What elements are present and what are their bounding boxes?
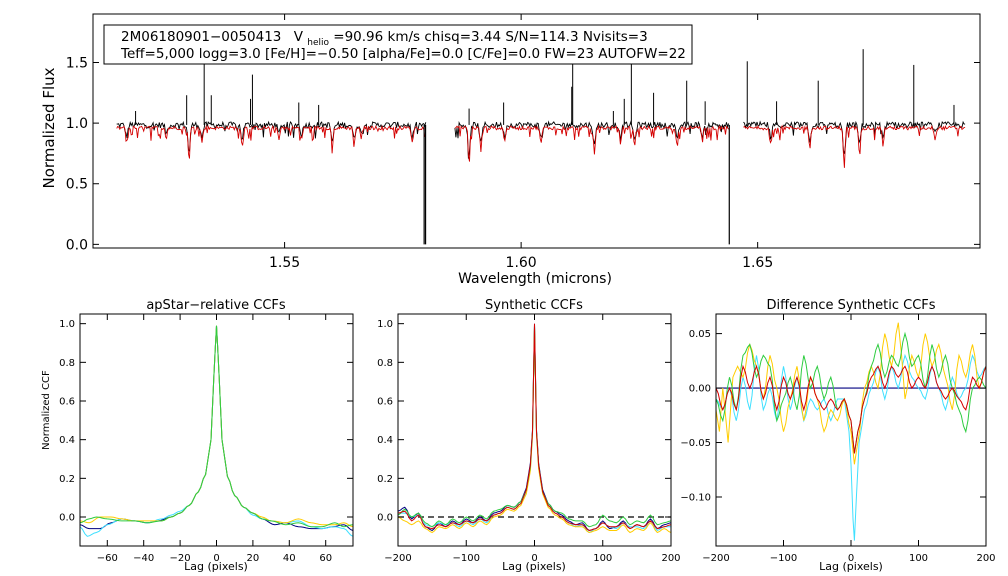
synthetic-spectrum-chip-1 bbox=[116, 124, 426, 159]
p2-series-visit-2 bbox=[398, 327, 671, 534]
p2-ytick-label: 0.4 bbox=[377, 435, 393, 446]
synthetic-ccf-series bbox=[398, 323, 671, 534]
apstar-ccf-ticks: −60 −40 −20 0 20 40 60 0.0 0.2 0.4 0.6 0.8 1.0 bbox=[59, 314, 353, 564]
p1-xtick-label: 60 bbox=[319, 553, 332, 564]
p1-ytick-label: 0.0 bbox=[59, 513, 75, 524]
vhelio-and-stats: =90.96 km/s chisq=3.44 S/N=114.3 Nvisits… bbox=[333, 29, 647, 45]
apstar-ccf-series bbox=[80, 325, 353, 537]
p3-xtick-label: 200 bbox=[976, 553, 995, 564]
synthetic-spectrum-chip-2 bbox=[454, 124, 729, 162]
p1-ytick-label: 1.0 bbox=[59, 319, 75, 330]
p3-series-combined bbox=[716, 364, 986, 454]
vhelio-symbol: V bbox=[294, 29, 304, 45]
synthetic-ccf-title: Synthetic CCFs bbox=[485, 298, 583, 313]
p1-series-visit-1 bbox=[80, 325, 353, 537]
p3-xtick-label: 0 bbox=[848, 553, 854, 564]
p2-xtick-label: 0 bbox=[531, 553, 537, 564]
p3-xtick-label: −100 bbox=[770, 553, 797, 564]
p2-xtick-label: −100 bbox=[453, 553, 480, 564]
difference-ccf-series bbox=[716, 322, 986, 541]
p2-series-clip bbox=[398, 323, 671, 534]
object-id: 2M06180901−0050413 bbox=[121, 29, 281, 45]
p2-ytick-label: 0.0 bbox=[377, 513, 393, 524]
p3-xtick-label: 100 bbox=[909, 553, 928, 564]
annotation-line-2: Teff=5,000 logg=3.0 [Fe/H]=−0.50 [alpha/… bbox=[120, 46, 686, 62]
synthetic-spectrum-chip-3 bbox=[743, 124, 966, 168]
difference-ccf-title: Difference Synthetic CCFs bbox=[766, 298, 935, 313]
p2-series-visit-3 bbox=[398, 325, 671, 528]
p1-ytick-label: 0.8 bbox=[59, 358, 75, 369]
p3-ytick-label: 0.05 bbox=[689, 329, 711, 340]
spectrum-ytick-label: 0.5 bbox=[66, 177, 88, 193]
p2-ytick-label: 0.8 bbox=[377, 358, 393, 369]
difference-ccf-xlabel: Lag (pixels) bbox=[819, 560, 883, 573]
p2-ytick-label: 0.6 bbox=[377, 397, 393, 408]
p1-xtick-label: 20 bbox=[247, 553, 260, 564]
spectrum-xtick-label: 1.55 bbox=[269, 255, 300, 271]
apstar-ccf-frame bbox=[79, 313, 354, 547]
p3-xtick-label: −200 bbox=[702, 553, 729, 564]
apstar-ccf-panel: −60 −40 −20 0 20 40 60 0.0 0.2 0.4 0.6 0.8 1.0 apSta… bbox=[41, 298, 354, 573]
p1-ytick-label: 0.2 bbox=[59, 474, 75, 485]
p3-ytick-label: −0.05 bbox=[680, 438, 711, 449]
spectrum-ytick-label: 1.5 bbox=[66, 55, 88, 71]
spectrum-ylabel: Normalized Flux bbox=[40, 67, 58, 188]
p1-series-clip bbox=[80, 325, 353, 537]
synthetic-ccf-panel: −200 −100 0 100 200 0.0 0.2 0.4 0.6 0.8 1.0 Synthe… bbox=[377, 298, 680, 573]
p2-series-visit-1 bbox=[398, 325, 671, 534]
p3-ytick-label: −0.10 bbox=[680, 492, 711, 503]
observed-spectrum-chip-1 bbox=[116, 120, 427, 153]
annotation-line-1: 2M06180901−0050413 V helio =90.96 km/s c… bbox=[121, 29, 648, 49]
spectrum-xlabel: Wavelength (microns) bbox=[458, 271, 612, 287]
p1-series-combined bbox=[80, 325, 353, 531]
p3-series-visit-2 bbox=[716, 322, 986, 465]
spectrum-xtick-label: 1.60 bbox=[506, 255, 537, 271]
spectrum-annotation-box: 2M06180901−0050413 V helio =90.96 km/s c… bbox=[103, 24, 693, 65]
synthetic-ccf-xlabel: Lag (pixels) bbox=[502, 560, 566, 573]
spectrum-xtick-label: 1.65 bbox=[742, 255, 773, 271]
spectrum-ytick-label: 1.0 bbox=[66, 116, 88, 132]
p1-series-visit-2 bbox=[80, 325, 353, 528]
p1-xtick-label: −20 bbox=[170, 553, 191, 564]
p2-xtick-label: 200 bbox=[661, 553, 680, 564]
vhelio-subscript: helio bbox=[307, 38, 329, 48]
annotation-frame bbox=[103, 24, 693, 65]
p2-xtick-label: −200 bbox=[384, 553, 411, 564]
spectrum-plot-frame bbox=[92, 13, 981, 249]
spectrum-panel: 1.55 1.60 1.65 0.0 0.5 1.0 1.5 Normalized Flux… bbox=[40, 13, 981, 287]
p3-ytick-label: 0.00 bbox=[689, 384, 711, 395]
synthetic-ccf-ticks: −200 −100 0 100 200 0.0 0.2 0.4 0.6 0.8 1.0 bbox=[377, 314, 681, 564]
p1-xtick-label: 0 bbox=[213, 553, 219, 564]
p2-series-model bbox=[398, 323, 671, 532]
difference-ccf-panel: −200 −100 0 100 200 −0.10 −0.05 0.00 0.05 Differ… bbox=[680, 298, 995, 573]
p1-xtick-label: 40 bbox=[283, 553, 296, 564]
p2-series-combined bbox=[398, 323, 671, 532]
apstar-ccf-xlabel: Lag (pixels) bbox=[184, 560, 248, 573]
p1-xtick-label: −60 bbox=[97, 553, 118, 564]
p1-series-visit-3 bbox=[80, 325, 353, 528]
observed-spectrum-chip-2 bbox=[454, 120, 730, 159]
p1-xtick-label: −40 bbox=[133, 553, 154, 564]
p3-series-visit-1 bbox=[716, 353, 986, 541]
difference-ccf-ticks: −200 −100 0 100 200 −0.10 −0.05 0.00 0.05 bbox=[680, 314, 996, 564]
apstar-ccf-title: apStar−relative CCFs bbox=[146, 298, 286, 313]
spectrum-series bbox=[116, 37, 966, 245]
spectrum-ticks: 1.55 1.60 1.65 0.0 0.5 1.0 1.5 bbox=[66, 14, 980, 271]
difference-ccf-frame bbox=[715, 313, 987, 547]
p2-xtick-label: 100 bbox=[593, 553, 612, 564]
synthetic-ccf-frame bbox=[397, 313, 672, 547]
p3-series-clip bbox=[716, 322, 986, 541]
p2-ytick-label: 0.2 bbox=[377, 474, 393, 485]
p2-ytick-label: 1.0 bbox=[377, 319, 393, 330]
p1-ytick-label: 0.6 bbox=[59, 397, 75, 408]
observed-spectrum-chip-3 bbox=[743, 120, 966, 154]
apstar-ccf-ylabel: Normalized CCF bbox=[41, 370, 52, 450]
p1-ytick-label: 0.4 bbox=[59, 435, 75, 446]
spectrum-ytick-label: 0.0 bbox=[66, 237, 88, 253]
